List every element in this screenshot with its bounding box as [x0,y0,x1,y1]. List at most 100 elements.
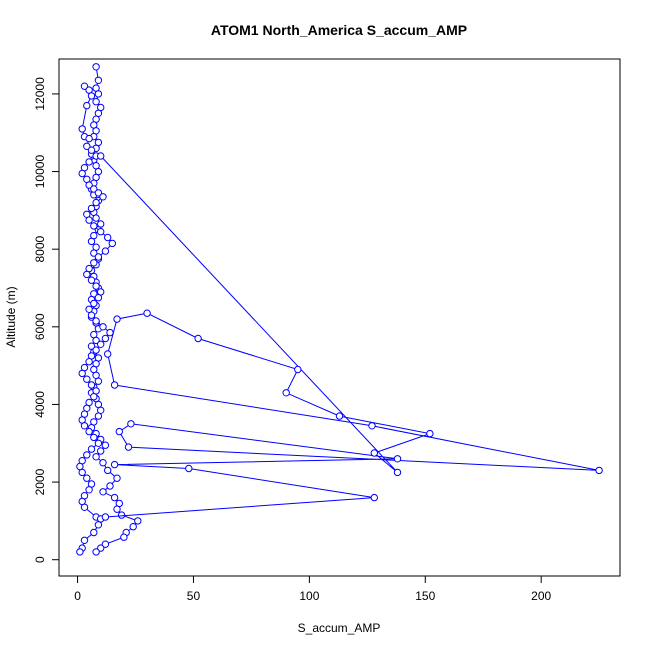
x-tick-label: 200 [531,589,551,603]
data-point [104,350,112,358]
data-point [90,299,98,308]
x-tick-label: 0 [74,589,81,603]
data-point [393,468,402,477]
series-line-3 [100,155,600,518]
data-point [90,259,98,267]
data-point [117,511,126,519]
data-point [97,544,105,552]
data-point [101,334,110,343]
y-tick-label: 12000 [33,77,47,111]
data-point [94,439,103,447]
data-point [101,540,110,548]
data-point [90,185,98,193]
data-point [83,474,91,482]
data-point [85,158,93,166]
data-point [127,420,135,428]
data-point [94,294,103,302]
chart-title: ATOM1 North_America S_accum_AMP [211,22,467,38]
data-point [76,548,84,556]
y-tick-label: 4000 [33,391,47,418]
data-point [104,233,112,242]
data-point [115,427,124,436]
y-tick-label: 8000 [33,236,47,263]
y-axis-label: Altitude (m) [4,286,18,347]
data-point [78,369,86,378]
data-point [92,317,100,325]
data-point [101,441,110,449]
x-tick-label: 50 [187,589,201,603]
data-point [108,239,117,248]
data-point [101,247,110,255]
y-tick-label: 6000 [33,313,47,340]
data-point [110,460,119,469]
data-point [87,381,96,389]
data-point [282,389,290,397]
data-point [94,412,103,420]
data-point [83,101,91,110]
y-axis: 0 2000 4000 6000 8000 10000 12000 [33,77,60,563]
data-point [129,523,137,531]
data-point [143,309,151,317]
data-point [99,459,107,467]
data-point [83,451,91,459]
data-point [97,340,105,348]
data-point [80,503,89,511]
data-point [94,253,103,261]
data-point [104,466,112,475]
x-axis: 0 50 100 150 200 [74,575,552,603]
data-point [368,422,376,430]
data-point [92,198,100,207]
data-point [94,189,103,197]
data-point [87,204,96,213]
y-tick-label: 10000 [33,155,47,189]
data-point [99,323,107,331]
data-point [110,493,119,502]
data-point [94,90,103,98]
data-point [120,533,128,541]
data-point [78,125,86,133]
data-point [92,453,100,461]
series-layer [76,63,603,556]
data-point [83,142,91,151]
data-point [80,536,89,544]
data-point [185,464,193,473]
data-point [87,311,96,319]
data-point [94,377,103,385]
data-point [87,445,96,453]
data-point [426,429,434,438]
data-point [595,466,603,475]
data-point [134,517,142,525]
data-point [92,63,100,71]
data-point [85,134,93,143]
data-point [90,393,98,401]
data-point [370,493,378,502]
data-point [90,222,98,230]
data-point [85,216,93,224]
data-point [85,427,93,436]
data-point [83,270,91,279]
data-point [85,181,93,189]
y-tick-label: 0 [33,556,47,563]
data-point [87,276,96,284]
data-point [113,505,121,513]
data-point [92,282,100,290]
data-point [94,521,103,529]
data-point [87,237,96,246]
data-point [106,482,114,490]
data-point [97,152,105,160]
data-point [294,365,302,374]
data-point [78,468,86,477]
data-point [85,486,93,494]
plot-frame [58,58,621,577]
data-point [97,447,105,455]
x-tick-label: 150 [415,589,435,603]
data-point [90,433,98,442]
data-point [113,315,121,323]
data-point [87,146,96,154]
data-point [92,98,100,106]
data-point [92,336,100,345]
data-point [87,92,96,100]
data-point [90,528,98,537]
data-point [80,82,89,90]
